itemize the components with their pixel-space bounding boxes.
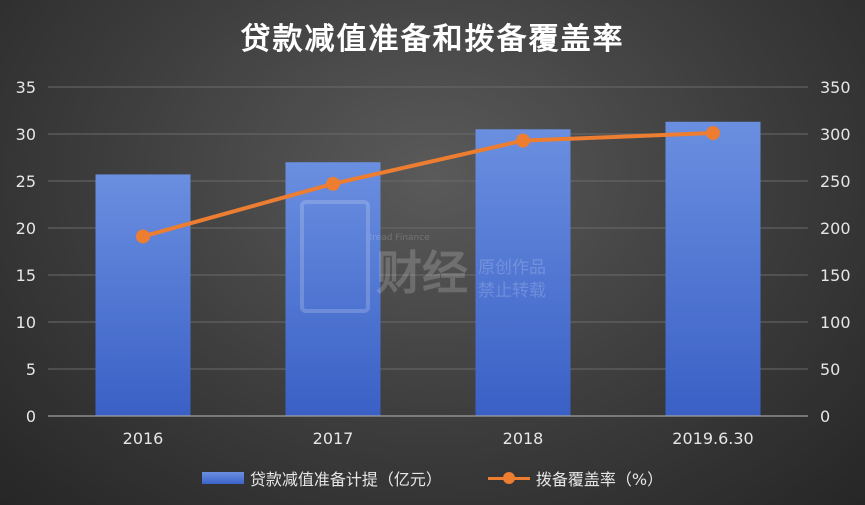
- legend-line-label: 拨备覆盖率（%）: [535, 470, 664, 489]
- y-left-tick-label: 30: [16, 125, 36, 144]
- bar-series: [95, 121, 761, 417]
- bar: [665, 121, 761, 416]
- y-right-tick-label: 50: [820, 360, 840, 379]
- y-right-tick-label: 200: [820, 219, 851, 238]
- y-left-tick-label: 15: [16, 266, 36, 285]
- bar: [95, 174, 191, 416]
- legend-item-line: 拨备覆盖率（%）: [487, 466, 664, 490]
- y-left-tick-label: 20: [16, 219, 36, 238]
- line-series: [136, 126, 720, 244]
- bar: [285, 162, 381, 416]
- line-point: [326, 176, 340, 191]
- legend-line-swatch: [487, 472, 530, 484]
- x-tick-label: 2017: [313, 429, 354, 448]
- line-point: [516, 133, 530, 148]
- x-tick-label: 2016: [123, 429, 164, 448]
- y-right-tick-label: 100: [820, 313, 851, 332]
- x-tick-label: 2019.6.30: [672, 429, 753, 448]
- y-right-tick-label: 150: [820, 266, 851, 285]
- legend-item-bar: 贷款减值准备计提（亿元）: [201, 466, 442, 490]
- line-point: [136, 229, 150, 244]
- y-right-tick-label: 300: [820, 125, 851, 144]
- series-line: [142, 131, 714, 239]
- legend-bar-swatch: [201, 472, 244, 484]
- y-left-tick-label: 5: [26, 360, 36, 379]
- y-left-tick-label: 0: [26, 407, 36, 426]
- y-left-tick-label: 10: [16, 313, 36, 332]
- y-right-tick-label: 250: [820, 172, 851, 191]
- legend-bar-label: 贷款减值准备计提（亿元）: [249, 470, 442, 489]
- y-right-tick-label: 350: [820, 78, 851, 97]
- x-tick-label: 2018: [503, 429, 544, 448]
- chart-title: 贷款减值准备和拨备覆盖率: [240, 22, 625, 57]
- y-left-tick-label: 25: [16, 172, 36, 191]
- y-right-tick-label: 0: [820, 407, 830, 426]
- line-point: [706, 126, 720, 141]
- bar: [475, 129, 571, 417]
- chart-legend: 贷款减值准备计提（亿元） 拨备覆盖率（%）: [0, 466, 865, 490]
- y-left-tick-label: 35: [16, 78, 36, 97]
